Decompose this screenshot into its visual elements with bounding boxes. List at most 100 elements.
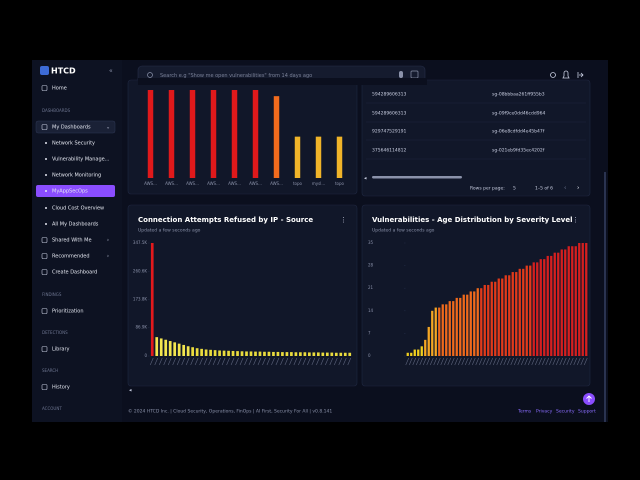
- x-tick-label: AWS...: [186, 181, 199, 186]
- footer-copyright: © 2024 HTCD Inc. | Cloud Security, Opera…: [128, 408, 332, 415]
- nav-heading: ACCOUNT: [42, 406, 62, 411]
- footer-link[interactable]: Terms: [517, 409, 532, 415]
- x-label-stub: [248, 357, 253, 366]
- bar: [150, 243, 154, 356]
- mic-icon[interactable]: [399, 71, 403, 78]
- footer-link[interactable]: Support: [578, 409, 596, 415]
- x-label-stub: [541, 357, 546, 366]
- nav-item[interactable]: Home: [52, 86, 67, 92]
- x-label-stub: [253, 357, 257, 366]
- bar: [581, 243, 584, 356]
- bar: [564, 249, 567, 356]
- logout-icon[interactable]: [577, 72, 584, 78]
- bar: [459, 297, 462, 356]
- x-label-stub: [573, 357, 578, 366]
- x-tick-label: AWS...: [165, 181, 178, 186]
- x-tick-label: topo: [335, 181, 345, 186]
- bar: [417, 349, 420, 356]
- y-tick-label: 0: [368, 353, 371, 358]
- bell-icon[interactable]: [562, 70, 570, 79]
- y-tick-label: 0: [144, 353, 147, 358]
- x-label-stub: [545, 357, 550, 366]
- x-label-stub: [517, 357, 522, 366]
- bar: [245, 351, 248, 356]
- x-label-stub: [329, 357, 334, 366]
- x-label-stub: [426, 357, 431, 366]
- nav-item[interactable]: Vulnerability Manage...: [52, 157, 110, 163]
- x-label-stub: [457, 357, 462, 366]
- x-label-stub: [230, 357, 235, 366]
- x-label-stub: [447, 357, 452, 366]
- bar: [532, 262, 535, 356]
- bar: [168, 341, 172, 356]
- nav-item[interactable]: Create Dashboard: [52, 270, 97, 276]
- x-label-stub: [347, 357, 352, 366]
- nav-item[interactable]: Network Monitoring: [52, 173, 101, 179]
- x-label-stub: [440, 357, 445, 366]
- bar: [578, 243, 581, 356]
- x-label-stub: [468, 357, 473, 366]
- bar: [438, 307, 441, 356]
- bar: [254, 351, 257, 356]
- x-label-stub: [158, 357, 163, 366]
- rows-per-page[interactable]: 5: [513, 186, 516, 192]
- bar: [529, 265, 532, 356]
- nav-item[interactable]: My Dashboards: [52, 125, 91, 131]
- nav-item-box[interactable]: [35, 120, 116, 134]
- x-label-stub: [405, 357, 410, 366]
- scroll-left[interactable]: ◂: [129, 388, 132, 394]
- bar: [406, 352, 409, 356]
- bar: [483, 284, 486, 356]
- y-tick-label: 260.6K: [133, 268, 147, 273]
- scroll-left[interactable]: ◂: [364, 176, 367, 182]
- x-label-stub: [436, 357, 441, 366]
- scrollbar[interactable]: [604, 172, 606, 422]
- x-label-stub: [149, 357, 154, 366]
- x-label-stub: [478, 357, 483, 366]
- x-label-stub: [257, 357, 262, 366]
- nav-item[interactable]: Cloud Cost Overview: [52, 206, 104, 212]
- logo: HTCD: [51, 67, 76, 76]
- x-label-stub: [492, 357, 497, 366]
- nav-item-active[interactable]: [36, 185, 115, 197]
- footer-link[interactable]: Privacy: [536, 409, 553, 415]
- nav-icon: [41, 346, 48, 352]
- x-label-stub: [443, 357, 448, 366]
- chevron: ›: [107, 254, 109, 260]
- x-label-stub: [552, 357, 557, 366]
- next-page[interactable]: ›: [577, 185, 579, 192]
- x-label-stub: [239, 357, 244, 366]
- nav-item[interactable]: All My Dashboards: [52, 222, 99, 228]
- bar: [348, 352, 352, 356]
- prev-page[interactable]: ‹: [564, 185, 566, 192]
- x-label-stub: [271, 357, 275, 366]
- bar: [200, 348, 203, 356]
- nav-item[interactable]: Prioritization: [52, 309, 84, 315]
- menu-button[interactable]: ⋮: [572, 216, 579, 224]
- x-label-stub: [527, 357, 532, 366]
- nav-item[interactable]: Shared With Me: [52, 238, 92, 244]
- collapse-button[interactable]: «: [109, 68, 113, 75]
- nav-heading: FINDINGS: [42, 292, 62, 297]
- bar: [334, 352, 338, 356]
- theme-icon[interactable]: [550, 72, 556, 78]
- bar: [231, 350, 235, 356]
- nav-item[interactable]: History: [52, 385, 70, 391]
- x-label-stub: [429, 357, 434, 366]
- x-label-stub: [190, 357, 194, 366]
- x-label-stub: [524, 357, 529, 366]
- bar: [182, 344, 186, 356]
- h-scrollbar[interactable]: [372, 176, 462, 179]
- nav-item[interactable]: MyAppSecOps: [52, 189, 88, 195]
- bar: [445, 304, 448, 356]
- nav-item[interactable]: Library: [52, 347, 70, 353]
- footer-link[interactable]: Security: [556, 409, 575, 415]
- x-label-stub: [534, 357, 539, 366]
- nav-item[interactable]: Network Security: [52, 141, 95, 147]
- x-label-stub: [244, 357, 248, 366]
- x-label-stub: [280, 357, 284, 366]
- bar: [227, 350, 230, 356]
- nav-item[interactable]: Recommended: [52, 254, 90, 260]
- x-label-stub: [559, 357, 564, 366]
- menu-button[interactable]: ⋮: [340, 216, 347, 224]
